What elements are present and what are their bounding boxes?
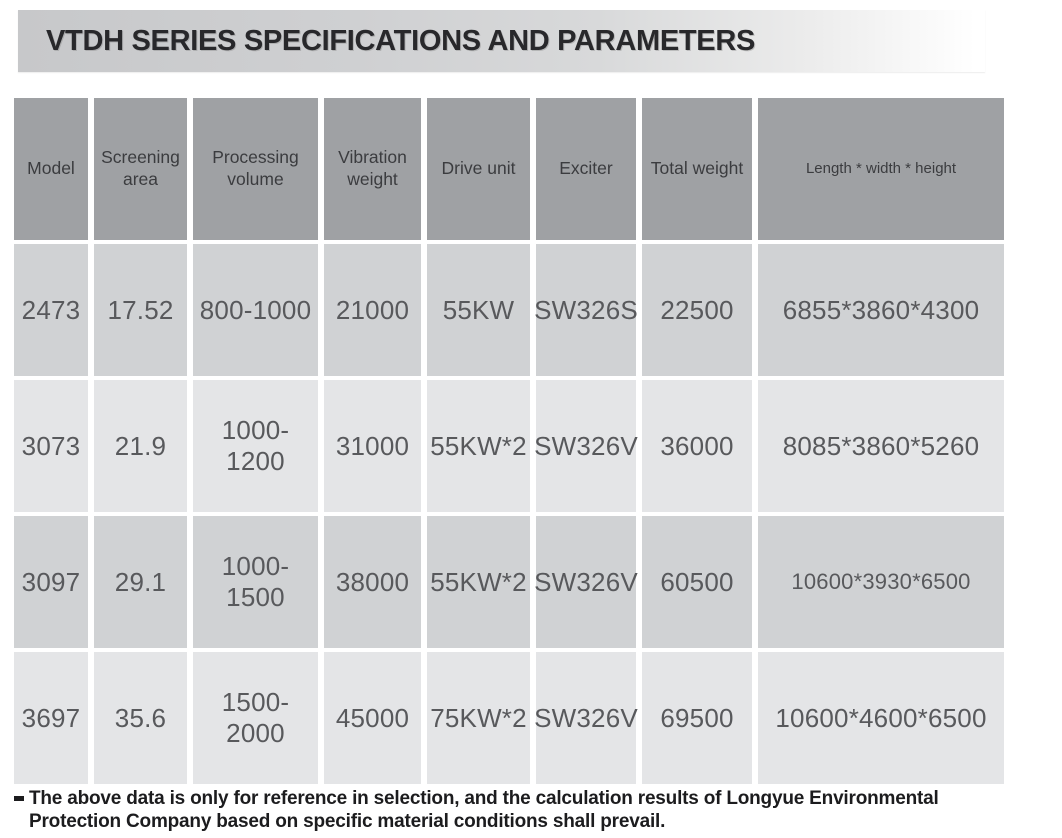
table-cell: 36000 [642,380,752,512]
table-cell: SW326V [534,652,638,784]
table-cell: 31000 [324,380,421,512]
dash-bullet-icon [14,796,24,801]
table-cell: 69500 [642,652,752,784]
column-header: Length * width * height [758,98,1004,240]
table-cell: 2473 [14,244,88,376]
table-cell: 10600*4600*6500 [758,652,1004,784]
column-header: Model [14,98,88,240]
table-cell: 1000-1200 [193,380,318,512]
table-cell: 60500 [642,516,752,648]
table-cell: 1500-2000 [193,652,318,784]
table-cell: 6855*3860*4300 [758,244,1004,376]
table-cell: SW326S [534,244,638,376]
table-cell: 29.1 [94,516,187,648]
column-header: Exciter [536,98,636,240]
table-cell: 800-1000 [193,244,318,376]
column-header: Vibration weight [324,98,421,240]
table-cell: 3697 [14,652,88,784]
table-cell: 45000 [324,652,421,784]
footnote: The above data is only for reference in … [14,788,1014,834]
table-cell: 55KW*2 [427,380,530,512]
column-header: Processing volume [193,98,318,240]
table-cell: 21.9 [94,380,187,512]
table-cell: 10600*3930*6500 [758,516,1004,648]
page-title: VTDH SERIES SPECIFICATIONS AND PARAMETER… [46,24,756,57]
table-cell: 3073 [14,380,88,512]
table-cell: SW326V [534,516,638,648]
table-cell: 35.6 [94,652,187,784]
column-header: Total weight [642,98,752,240]
column-header: Drive unit [427,98,530,240]
table-cell: SW326V [534,380,638,512]
table-cell: 8085*3860*5260 [758,380,1004,512]
column-header: Screening area [94,98,187,240]
title-banner: VTDH SERIES SPECIFICATIONS AND PARAMETER… [18,10,985,72]
table-cell: 3097 [14,516,88,648]
table-cell: 75KW*2 [427,652,530,784]
footnote-text: The above data is only for reference in … [29,788,939,832]
table-cell: 21000 [324,244,421,376]
table-cell: 38000 [324,516,421,648]
table-cell: 1000-1500 [193,516,318,648]
table-cell: 22500 [642,244,752,376]
table-cell: 55KW*2 [427,516,530,648]
table-cell: 55KW [427,244,530,376]
spec-table: Model Screening area Processing volume Vibr… [14,98,1004,784]
table-cell: 17.52 [94,244,187,376]
